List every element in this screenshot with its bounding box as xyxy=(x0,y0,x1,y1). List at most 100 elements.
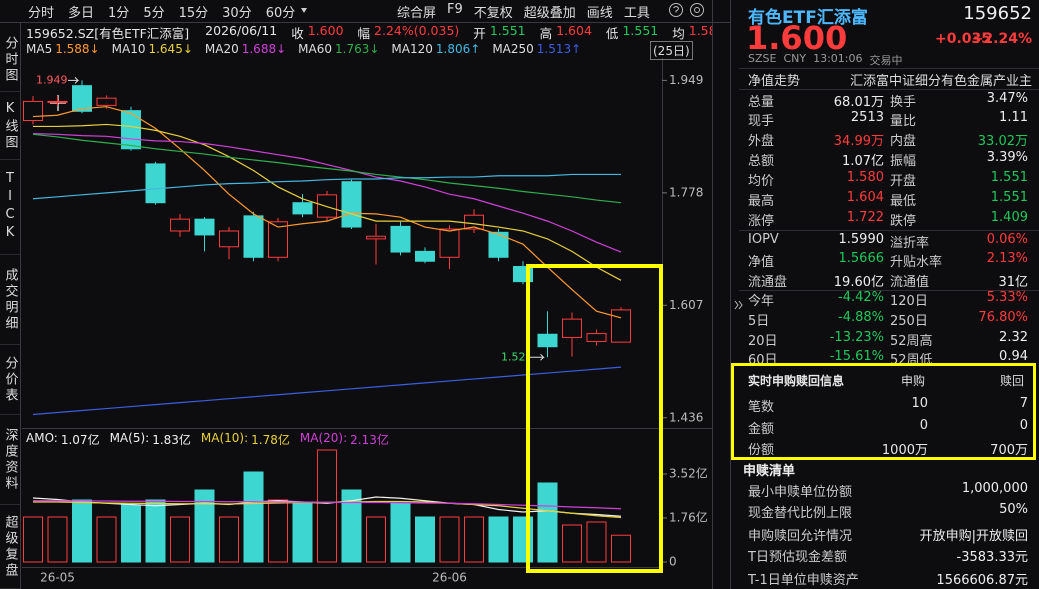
box-value: 700万 xyxy=(990,443,1028,458)
row-value: 1566606.87元 xyxy=(936,573,1028,588)
legend-name: MA(10): xyxy=(200,431,249,445)
tool-button[interactable]: 画线 xyxy=(586,6,613,21)
row-label: 外盘 xyxy=(748,134,775,149)
meta-item: 13:01:06 xyxy=(813,52,863,65)
tool-button[interactable]: 不复权 xyxy=(473,6,513,21)
toolbar-icons[interactable] xyxy=(669,3,704,17)
row-value: 2513 xyxy=(850,110,884,125)
nav-trend-label[interactable]: 净值走势 xyxy=(748,74,801,89)
separator xyxy=(739,230,1039,231)
date: 2026/06/11 xyxy=(205,23,278,38)
legend-name: AMO: xyxy=(26,431,58,445)
info-item: 开 1.551 xyxy=(473,23,525,42)
legend-name: MA20 xyxy=(204,42,239,56)
row-label: T日预估现金差额 xyxy=(748,550,847,565)
period-button[interactable]: 15分 xyxy=(178,6,209,21)
candle-body xyxy=(292,202,313,215)
candle-body xyxy=(23,100,43,122)
period-button[interactable]: 30分 xyxy=(222,6,252,21)
row-value: -3583.33元 xyxy=(956,550,1028,565)
period-button[interactable]: 5分 xyxy=(143,6,165,21)
legend-value: 1.07亿 xyxy=(60,433,100,447)
legend-name: MA120 xyxy=(391,42,433,56)
row-label: 52周高 xyxy=(890,334,933,349)
dropdown-icon[interactable] xyxy=(301,8,307,13)
period-box[interactable]: (25日) xyxy=(650,41,693,60)
side-tab[interactable]: 分价表 xyxy=(0,345,20,415)
candle-body xyxy=(317,194,337,218)
row-label: 120日 xyxy=(890,294,928,309)
tool-button[interactable]: 超级叠加 xyxy=(523,6,576,21)
row-label: 最低 xyxy=(890,194,917,209)
period-button[interactable]: 多日 xyxy=(68,6,95,21)
box-title: 实时申购赎回信息 xyxy=(748,374,845,388)
row-label: 5日 xyxy=(748,314,770,329)
side-tab[interactable]: TICK xyxy=(0,160,20,255)
row-value: 2.32 xyxy=(999,330,1028,345)
legend-value: 1.806↑ xyxy=(435,42,481,56)
row-value: 19.60亿 xyxy=(833,275,884,290)
tool-button[interactable]: 综合屏 xyxy=(397,6,437,21)
info-item: 低 1.551 xyxy=(606,23,658,42)
side-tab[interactable]: 分时图 xyxy=(0,28,20,92)
separator xyxy=(739,89,1039,90)
volume-bar xyxy=(464,516,484,563)
row-value: 76.80% xyxy=(978,310,1028,325)
info-bar: 159652.SZ[有色ETF汇添富] 2026/06/11 收 1.600 幅 2.24… xyxy=(26,23,712,42)
volume-bar xyxy=(145,499,166,563)
tool-button[interactable]: 工具 xyxy=(623,6,650,21)
row-label: 申购赎回允许情况 xyxy=(748,529,853,544)
volume-bar xyxy=(611,534,631,563)
period-button[interactable]: 60分 xyxy=(265,6,296,21)
legend-value: 1.83亿 xyxy=(152,433,191,447)
legend-name: MA10 xyxy=(111,42,146,56)
period-bar: 分时 多日 1分 5分 15分 30分 60分 xyxy=(28,2,295,21)
row-label: 现金替代比例上限 xyxy=(748,506,853,521)
row-value: 3.39% xyxy=(986,150,1028,165)
side-tab[interactable]: K线图 xyxy=(0,92,20,160)
period-button[interactable]: 分时 xyxy=(28,6,55,21)
ma-line xyxy=(32,133,622,204)
volume-bar xyxy=(488,516,509,563)
separator xyxy=(739,290,1039,291)
ma-line xyxy=(32,366,622,416)
side-tab[interactable]: 成交明细 xyxy=(0,255,20,345)
row-label: 流通值 xyxy=(890,275,930,290)
box-label: 笔数 xyxy=(748,400,775,415)
price-change-pct: +2.24% xyxy=(971,31,1032,47)
volume-bar xyxy=(219,516,239,563)
row-value: 1.07亿 xyxy=(842,154,884,169)
volume-bar xyxy=(292,502,313,563)
side-tab[interactable]: 深度资料 xyxy=(0,415,20,505)
row-label: 今年 xyxy=(748,294,775,309)
box-value: 1000万 xyxy=(881,443,928,458)
box-value: 7 xyxy=(1019,396,1028,411)
legend-item: MA120 1.806↑ xyxy=(391,42,480,56)
candle-body xyxy=(121,110,141,150)
period-button[interactable]: 1分 xyxy=(108,6,130,21)
row-label: 均价 xyxy=(748,174,775,189)
row-value: 1.5666 xyxy=(838,251,885,266)
candle-body xyxy=(96,97,117,106)
legend-value: 2.13亿 xyxy=(350,433,389,447)
candle-body xyxy=(341,181,362,228)
legend-value: 1.763↓ xyxy=(335,42,380,56)
side-tab[interactable]: 超级复盘 xyxy=(0,505,20,589)
volume-bar xyxy=(415,516,435,563)
info-label: 幅 xyxy=(357,26,371,41)
legend-value: 1.688↓ xyxy=(241,42,287,56)
tool-button[interactable]: F9 xyxy=(447,2,463,17)
info-value: 1.580 xyxy=(688,23,712,38)
row-value: -15.61% xyxy=(829,349,884,364)
row-value: 0.94 xyxy=(999,349,1028,364)
row-label: 250日 xyxy=(890,314,928,329)
annotation-arrow xyxy=(68,77,80,84)
collapse-icon[interactable] xyxy=(734,300,743,310)
volume-bar xyxy=(317,449,337,563)
row-label: 总量 xyxy=(748,95,775,110)
candle-body xyxy=(390,225,411,253)
legend-item: MA(20): 2.13亿 xyxy=(300,431,389,448)
info-label: 开 xyxy=(473,26,486,41)
info-value: 1.604 xyxy=(556,23,592,38)
ma-line xyxy=(32,133,622,253)
